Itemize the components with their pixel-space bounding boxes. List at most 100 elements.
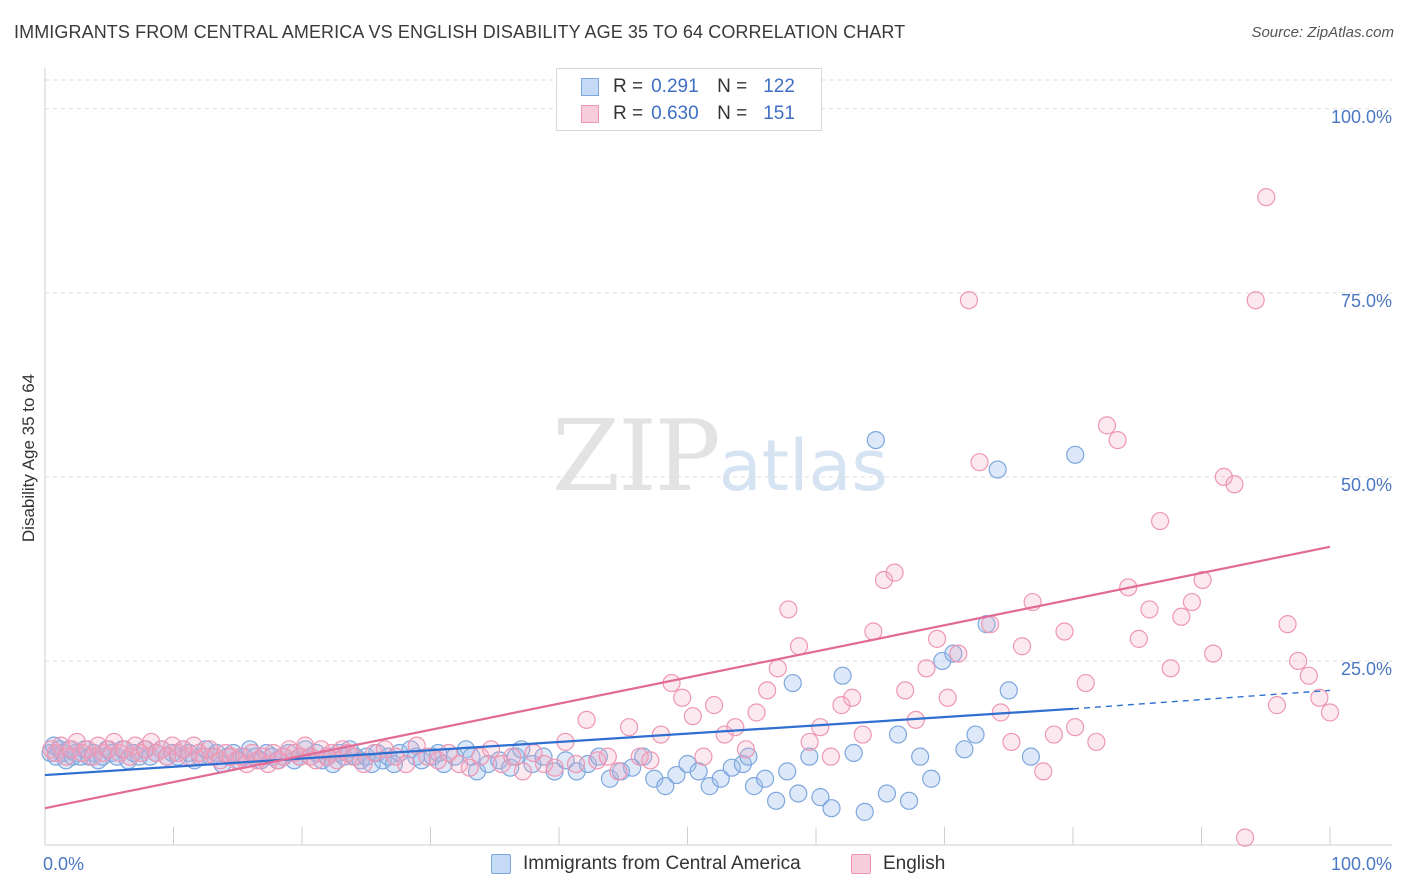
point-central-america <box>811 788 830 807</box>
point-central-america <box>711 769 730 788</box>
point-central-america <box>933 651 952 671</box>
point-english <box>481 740 501 759</box>
trend-line-central-america <box>44 707 1074 777</box>
point-english <box>726 718 745 737</box>
point-central-america <box>855 802 874 821</box>
point-english <box>1012 637 1032 656</box>
point-english <box>768 659 787 678</box>
point-central-america <box>1021 747 1041 766</box>
point-central-america <box>700 777 719 796</box>
watermark: ZIPatlas <box>552 400 888 514</box>
point-english <box>885 563 904 582</box>
point-english <box>120 747 140 766</box>
bottom-legend-swatch-pink <box>851 854 871 874</box>
legend-swatch-blue <box>581 78 599 96</box>
point-central-america <box>534 747 553 766</box>
point-central-america <box>789 784 808 803</box>
legend-r-label: R = <box>613 103 644 124</box>
point-english <box>1140 600 1159 619</box>
point-english <box>1299 666 1318 685</box>
x-tick-label-max: 100.0% <box>1331 854 1392 874</box>
point-english <box>1076 673 1095 693</box>
point-english <box>970 453 989 472</box>
point-english <box>938 688 957 707</box>
point-english <box>1257 188 1276 207</box>
point-central-america <box>944 644 963 663</box>
point-central-america <box>645 769 664 788</box>
point-english <box>821 747 840 766</box>
point-english <box>1034 762 1053 781</box>
point-english <box>1225 475 1244 494</box>
point-english <box>83 747 102 766</box>
point-central-america <box>822 799 841 818</box>
point-central-america <box>678 754 697 774</box>
point-english <box>1055 622 1074 641</box>
point-english <box>492 754 511 774</box>
bottom-legend-central-america: Immigrants from Central America <box>491 852 801 876</box>
point-central-america <box>911 747 930 766</box>
axes <box>44 68 1392 846</box>
point-english <box>874 570 894 590</box>
point-central-america <box>556 751 575 770</box>
point-english <box>789 637 809 656</box>
point-english <box>949 644 968 663</box>
source-note: Source: ZipAtlas.com <box>1251 24 1394 41</box>
point-english <box>503 747 522 766</box>
point-central-america <box>739 747 758 766</box>
point-central-america <box>866 430 885 450</box>
point-central-america <box>689 762 708 781</box>
point-central-america <box>667 765 686 785</box>
point-english <box>1002 732 1021 752</box>
point-english <box>513 762 532 781</box>
point-central-america <box>833 666 852 685</box>
point-central-america <box>988 460 1007 479</box>
point-english <box>1320 703 1340 722</box>
point-english <box>545 758 564 777</box>
legend-row-english: R = 0.630 N = 151 <box>581 102 795 126</box>
point-central-america <box>888 725 908 744</box>
point-central-america <box>656 777 675 796</box>
trend-lines <box>44 545 1331 810</box>
point-english <box>1066 718 1085 737</box>
legend-n-label: N = <box>717 103 748 124</box>
point-central-america <box>1066 445 1085 464</box>
point-central-america <box>783 673 802 693</box>
point-central-america <box>844 743 863 763</box>
legend-r-label: R = <box>613 76 644 97</box>
point-central-america <box>922 769 941 788</box>
point-central-america <box>955 740 974 759</box>
point-english <box>1182 592 1202 612</box>
legend-swatch-pink <box>581 105 599 123</box>
trend-line-central-america-extension <box>1072 689 1331 710</box>
point-english <box>306 751 325 770</box>
point-english <box>1193 570 1212 590</box>
point-english <box>959 291 979 310</box>
point-central-america <box>778 762 797 781</box>
y-tick-label: 100.0% <box>1331 107 1392 127</box>
grid-lines <box>45 79 1392 662</box>
point-english <box>1310 688 1329 707</box>
point-english <box>927 629 947 648</box>
point-english <box>1278 615 1297 634</box>
legend-n-label: N = <box>717 76 748 97</box>
point-english <box>683 707 702 726</box>
point-english <box>1172 607 1191 626</box>
point-central-america <box>767 791 786 810</box>
point-english <box>1044 725 1063 744</box>
point-central-america <box>999 681 1018 700</box>
point-english <box>800 732 819 752</box>
y-tick-label: 25.0% <box>1341 659 1392 679</box>
point-english <box>428 751 448 770</box>
y-tick-label: 75.0% <box>1341 291 1392 311</box>
point-english <box>1108 430 1127 450</box>
point-english <box>588 751 607 770</box>
point-central-america <box>744 777 764 796</box>
point-central-america <box>479 754 498 774</box>
point-english <box>758 681 777 700</box>
watermark-atlas: atlas <box>718 425 888 507</box>
point-english <box>1150 511 1170 531</box>
point-english <box>471 747 490 766</box>
point-english <box>1289 651 1308 671</box>
point-english <box>630 747 649 766</box>
